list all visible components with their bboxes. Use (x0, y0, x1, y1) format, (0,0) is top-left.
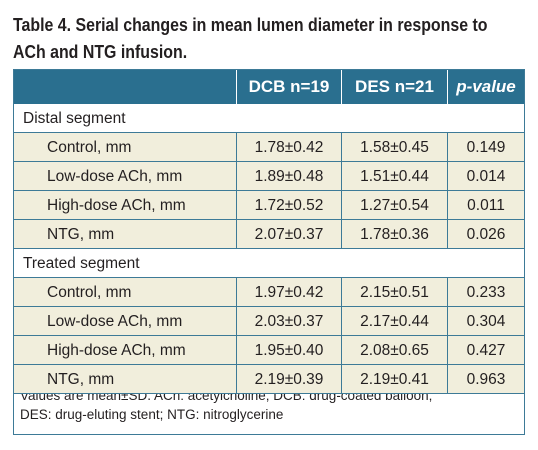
column-divider (236, 162, 237, 191)
column-divider (447, 278, 448, 307)
column-divider (236, 307, 237, 336)
p-value: 0.149 (466, 139, 506, 156)
p-value: 0.304 (466, 313, 506, 330)
column-divider (236, 133, 237, 162)
table-title-line-1: Table 4. Serial changes in mean lumen di… (13, 14, 488, 35)
row-rule (14, 277, 524, 278)
des-value: 1.58±0.45 (360, 139, 429, 156)
footnote-line-2: DES: drug-eluting stent; NTG: nitroglyce… (20, 407, 284, 422)
table-row: Control, mm 1.97±0.42 2.15±0.51 0.233 (14, 278, 524, 307)
des-value: 1.51±0.44 (360, 168, 429, 185)
p-value: 0.427 (466, 342, 506, 359)
row-label: NTG, mm (47, 226, 115, 243)
p-value: 0.963 (466, 371, 506, 388)
table-row: Control, mm 1.78±0.42 1.58±0.45 0.149 (14, 133, 524, 162)
p-value: 0.011 (467, 197, 505, 214)
des-value: 2.08±0.65 (360, 342, 429, 359)
row-label: Low-dose ACh, mm (47, 168, 183, 185)
des-value: 1.27±0.54 (360, 197, 429, 214)
row-label: Control, mm (47, 139, 132, 156)
column-divider (341, 365, 342, 394)
row-rule (14, 219, 524, 220)
data-table: DCB n=19 DES n=21 p-value Values are mea… (13, 69, 525, 435)
row-rule (14, 132, 524, 133)
des-value: 2.15±0.51 (360, 284, 429, 301)
des-value: 2.17±0.44 (360, 313, 429, 330)
section-label: Treated segment (23, 255, 140, 272)
section-header-row: Treated segment (14, 249, 524, 278)
column-divider (341, 307, 342, 336)
header-divider (447, 70, 448, 104)
column-divider (341, 336, 342, 365)
header-dcb: DCB n=19 (248, 77, 330, 96)
row-rule (14, 306, 524, 307)
column-divider (236, 336, 237, 365)
row-rule (14, 190, 524, 191)
column-divider (236, 191, 237, 220)
row-rule (14, 248, 524, 249)
column-divider (341, 191, 342, 220)
row-label: High-dose ACh, mm (47, 197, 186, 214)
column-divider (447, 162, 448, 191)
row-label: Control, mm (47, 284, 132, 301)
table-row: NTG, mm 2.19±0.39 2.19±0.41 0.963 (14, 365, 524, 394)
des-value: 2.19±0.41 (360, 371, 429, 388)
table-row: High-dose ACh, mm 1.72±0.52 1.27±0.54 0.011 (14, 191, 524, 220)
header-des: DES n=21 (355, 77, 434, 96)
table-title-line-2: ACh and NTG infusion. (13, 41, 188, 62)
column-divider (447, 307, 448, 336)
p-value: 0.026 (466, 226, 506, 243)
row-rule (14, 364, 524, 365)
table-title: Table 4. Serial changes in mean lumen di… (13, 11, 488, 65)
column-divider (447, 336, 448, 365)
column-divider (447, 220, 448, 249)
table-row: Low-dose ACh, mm 2.03±0.37 2.17±0.44 0.304 (14, 307, 524, 336)
column-divider (341, 278, 342, 307)
column-divider (341, 133, 342, 162)
table-row: Low-dose ACh, mm 1.89±0.48 1.51±0.44 0.014 (14, 162, 524, 191)
table-row: High-dose ACh, mm 1.95±0.40 2.08±0.65 0.427 (14, 336, 524, 365)
section-header-row: Distal segment (14, 104, 524, 133)
dcb-value: 1.78±0.42 (254, 139, 324, 156)
section-label: Distal segment (23, 110, 126, 127)
dcb-value: 1.72±0.52 (254, 197, 324, 214)
table-row: NTG, mm 2.07±0.37 1.78±0.36 0.026 (14, 220, 524, 249)
row-label: NTG, mm (47, 371, 115, 388)
dcb-value: 2.03±0.37 (254, 313, 324, 330)
column-divider (236, 365, 237, 394)
dcb-value: 1.97±0.42 (254, 284, 324, 301)
p-value: 0.014 (466, 168, 506, 185)
column-divider (341, 162, 342, 191)
p-value: 0.233 (466, 284, 506, 301)
column-divider (447, 365, 448, 394)
row-label: Low-dose ACh, mm (47, 313, 183, 330)
row-rule (14, 335, 524, 336)
dcb-value: 1.89±0.48 (254, 168, 324, 185)
header-divider (341, 70, 342, 104)
column-divider (341, 220, 342, 249)
row-rule (14, 393, 524, 394)
dcb-value: 2.19±0.39 (254, 371, 324, 388)
column-divider (236, 220, 237, 249)
row-label: High-dose ACh, mm (47, 342, 186, 359)
dcb-value: 2.07±0.37 (254, 226, 324, 243)
header-divider (236, 70, 237, 104)
table-header: DCB n=19 DES n=21 p-value (14, 70, 524, 104)
row-rule (14, 161, 524, 162)
column-divider (447, 191, 448, 220)
column-divider (447, 133, 448, 162)
header-p-value: p-value (456, 77, 516, 96)
des-value: 1.78±0.36 (360, 226, 429, 243)
header-blank-cell (14, 70, 236, 104)
dcb-value: 1.95±0.40 (254, 342, 324, 359)
column-divider (236, 278, 237, 307)
